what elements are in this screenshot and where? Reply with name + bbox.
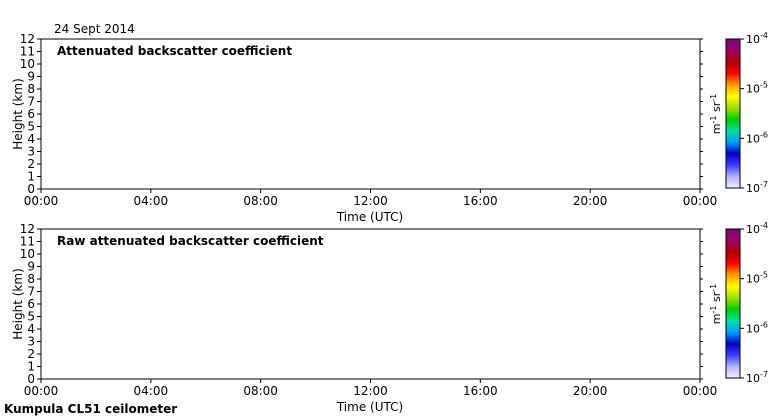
x-tick-label: 00:00 bbox=[683, 384, 718, 398]
x-tick-label: 00:00 bbox=[24, 384, 59, 398]
y-tick-label: 1 bbox=[27, 360, 35, 374]
panel-title-2: Raw attenuated backscatter coefficient bbox=[57, 234, 324, 248]
y-axis-label-1: Height (km) bbox=[11, 78, 25, 149]
y-tick-label: 2 bbox=[27, 157, 35, 171]
y-tick-label: 1 bbox=[27, 170, 35, 184]
x-tick-label: 16:00 bbox=[463, 384, 498, 398]
x-tick-label: 04:00 bbox=[134, 384, 169, 398]
y-tick-label: 0 bbox=[27, 182, 35, 196]
y-tick-label: 3 bbox=[27, 335, 35, 349]
x-tick-label: 16:00 bbox=[463, 194, 498, 208]
y-tick-label: 10 bbox=[20, 247, 35, 261]
x-axis-label-2: Time (UTC) bbox=[336, 400, 403, 414]
colorbar-tick-label: 10-4 bbox=[746, 221, 768, 236]
y-axis-label-2: Height (km) bbox=[11, 268, 25, 339]
colorbar-label-2: m-1 sr-1 bbox=[709, 284, 723, 324]
y-tick-label: 2 bbox=[27, 347, 35, 361]
colorbar-ticks-2: 10-4 10-5 10-6 10-7 bbox=[740, 221, 768, 385]
colorbar-ticks-1: 10-4 10-5 10-6 10-7 bbox=[740, 31, 768, 195]
y-tick-label: 11 bbox=[20, 45, 35, 59]
x-tick-label: 08:00 bbox=[243, 384, 278, 398]
y-tick-label: 11 bbox=[20, 235, 35, 249]
colorbar-tick-label: 10-5 bbox=[746, 271, 768, 286]
date-label: 24 Sept 2014 bbox=[54, 22, 135, 36]
x-tick-label: 00:00 bbox=[24, 194, 59, 208]
y-tick-label: 6 bbox=[27, 297, 35, 311]
y-tick-label: 9 bbox=[27, 260, 35, 274]
y-tick-label: 5 bbox=[27, 120, 35, 134]
y-tick-label: 7 bbox=[27, 285, 35, 299]
panel-attenuated-backscatter: Attenuated backscatter coefficient 01234… bbox=[11, 31, 768, 224]
colorbar-gradient-1 bbox=[725, 38, 741, 189]
y-tick-label: 7 bbox=[27, 95, 35, 109]
colorbar-gradient-2 bbox=[725, 228, 741, 379]
x-axis-1: 00:00 04:00 08:00 12:00 16:00 20:00 00:00 bbox=[24, 189, 718, 208]
y-tick-label: 6 bbox=[27, 107, 35, 121]
x-tick-label: 12:00 bbox=[353, 384, 388, 398]
y-tick-label: 4 bbox=[27, 132, 35, 146]
x-tick-label: 20:00 bbox=[573, 384, 608, 398]
footer-label: Kumpula CL51 ceilometer bbox=[4, 402, 177, 416]
y-tick-label: 12 bbox=[20, 222, 35, 236]
colorbar-tick-label: 10-4 bbox=[746, 31, 768, 46]
y-tick-label: 8 bbox=[27, 272, 35, 286]
colorbar-tick-label: 10-6 bbox=[746, 130, 768, 145]
colorbar-tick-label: 10-6 bbox=[746, 320, 768, 335]
y-tick-label: 0 bbox=[27, 372, 35, 386]
x-tick-label: 12:00 bbox=[353, 194, 388, 208]
y-tick-label: 5 bbox=[27, 310, 35, 324]
colorbar-1: 10-4 10-5 10-6 10-7 m-1 sr-1 bbox=[709, 31, 768, 195]
y-tick-label: 3 bbox=[27, 145, 35, 159]
x-axis-label-1: Time (UTC) bbox=[336, 210, 403, 224]
x-tick-label: 20:00 bbox=[573, 194, 608, 208]
plot-area-1 bbox=[41, 39, 700, 189]
colorbar-tick-label: 10-5 bbox=[746, 81, 768, 96]
colorbar-tick-label: 10-7 bbox=[746, 180, 768, 195]
y-tick-label: 4 bbox=[27, 322, 35, 336]
panel-raw-attenuated-backscatter: Raw attenuated backscatter coefficient 0… bbox=[11, 221, 768, 414]
x-tick-label: 00:00 bbox=[683, 194, 718, 208]
x-axis-2: 00:00 04:00 08:00 12:00 16:00 20:00 00:00 bbox=[24, 379, 718, 398]
y-tick-label: 9 bbox=[27, 70, 35, 84]
panel-title-1: Attenuated backscatter coefficient bbox=[57, 44, 292, 58]
plot-area-2 bbox=[41, 229, 700, 379]
y-tick-label: 8 bbox=[27, 82, 35, 96]
colorbar-label-1: m-1 sr-1 bbox=[709, 94, 723, 134]
y-tick-label: 12 bbox=[20, 32, 35, 46]
x-tick-label: 08:00 bbox=[243, 194, 278, 208]
colorbar-2: 10-4 10-5 10-6 10-7 m-1 sr-1 bbox=[709, 221, 768, 385]
y-tick-label: 10 bbox=[20, 57, 35, 71]
x-tick-label: 04:00 bbox=[134, 194, 169, 208]
colorbar-tick-label: 10-7 bbox=[746, 370, 768, 385]
